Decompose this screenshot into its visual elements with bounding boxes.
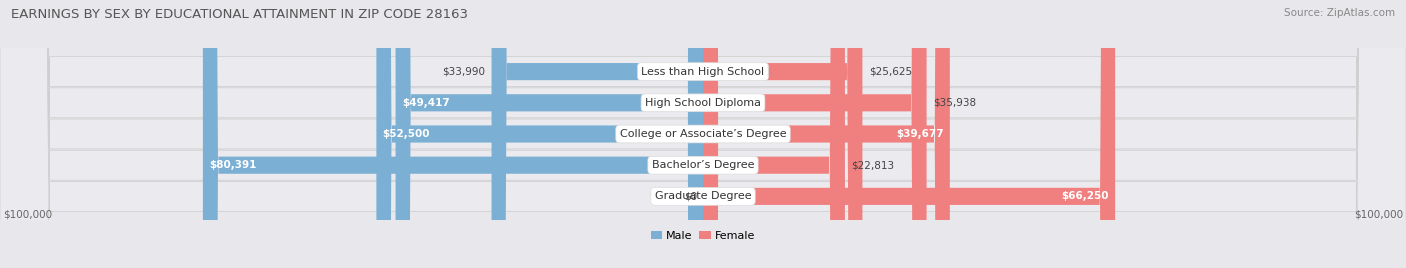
Text: Less than High School: Less than High School <box>641 67 765 77</box>
Text: Bachelor’s Degree: Bachelor’s Degree <box>652 160 754 170</box>
Text: $80,391: $80,391 <box>209 160 256 170</box>
Text: $100,000: $100,000 <box>3 209 52 219</box>
FancyBboxPatch shape <box>703 0 1115 268</box>
Text: $0: $0 <box>683 191 697 201</box>
FancyBboxPatch shape <box>703 0 862 268</box>
FancyBboxPatch shape <box>492 0 703 268</box>
Text: $52,500: $52,500 <box>382 129 430 139</box>
FancyBboxPatch shape <box>202 0 703 268</box>
FancyBboxPatch shape <box>703 0 950 268</box>
Text: EARNINGS BY SEX BY EDUCATIONAL ATTAINMENT IN ZIP CODE 28163: EARNINGS BY SEX BY EDUCATIONAL ATTAINMEN… <box>11 8 468 21</box>
Text: $35,938: $35,938 <box>932 98 976 108</box>
FancyBboxPatch shape <box>395 0 703 268</box>
Text: $100,000: $100,000 <box>1354 209 1403 219</box>
Text: Source: ZipAtlas.com: Source: ZipAtlas.com <box>1284 8 1395 18</box>
Legend: Male, Female: Male, Female <box>647 226 759 245</box>
Text: Graduate Degree: Graduate Degree <box>655 191 751 201</box>
Text: $49,417: $49,417 <box>402 98 450 108</box>
FancyBboxPatch shape <box>377 0 703 268</box>
Text: $33,990: $33,990 <box>443 67 485 77</box>
Text: College or Associate’s Degree: College or Associate’s Degree <box>620 129 786 139</box>
Text: $39,677: $39,677 <box>896 129 943 139</box>
Text: High School Diploma: High School Diploma <box>645 98 761 108</box>
FancyBboxPatch shape <box>703 0 845 268</box>
Text: $66,250: $66,250 <box>1062 191 1109 201</box>
Text: $22,813: $22,813 <box>851 160 894 170</box>
FancyBboxPatch shape <box>703 0 927 268</box>
Text: $25,625: $25,625 <box>869 67 911 77</box>
